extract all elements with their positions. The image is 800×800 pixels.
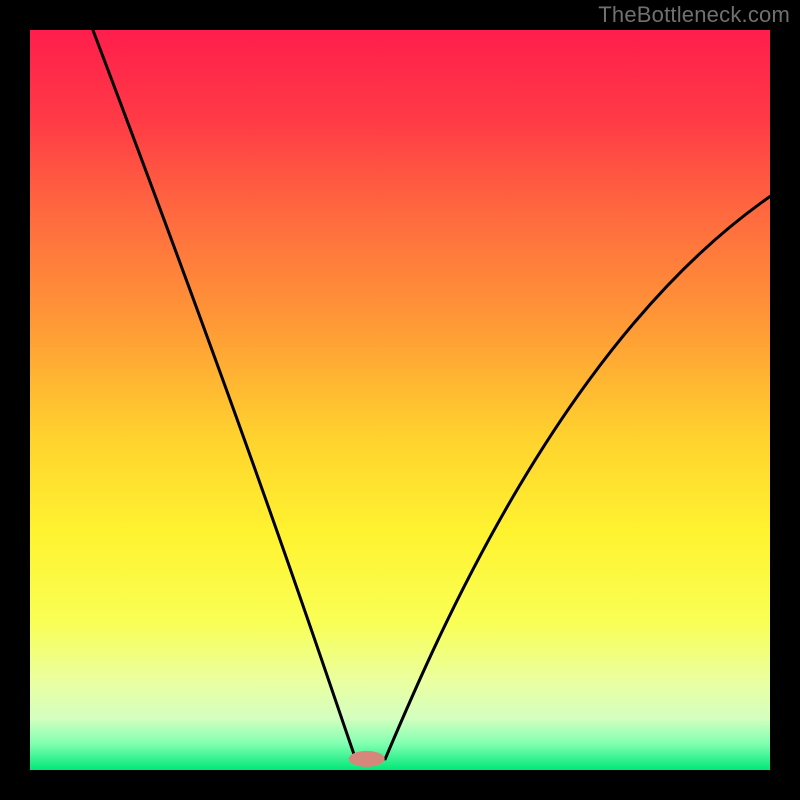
plot-background bbox=[30, 30, 770, 770]
chart-container: TheBottleneck.com bbox=[0, 0, 800, 800]
bottleneck-notch-marker bbox=[349, 751, 385, 767]
watermark-text: TheBottleneck.com bbox=[598, 2, 790, 28]
bottleneck-chart bbox=[0, 0, 800, 800]
